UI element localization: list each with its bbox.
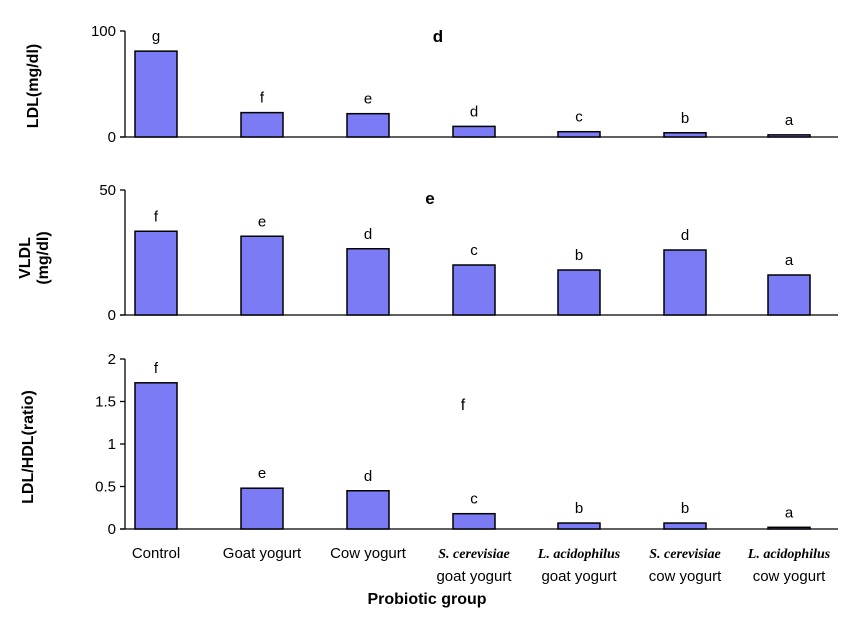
significance-letter: f [260, 90, 265, 107]
bar-7 [767, 526, 811, 530]
category-label-2: Goat yogurt [223, 545, 302, 562]
bar-1 [134, 50, 178, 138]
bar-7 [767, 134, 811, 138]
significance-letter: b [681, 500, 689, 517]
bar-6 [663, 132, 707, 138]
significance-letter: d [364, 468, 372, 485]
y-tick-label: 0 [108, 307, 116, 324]
significance-letter: a [785, 112, 794, 129]
bar-3 [346, 112, 390, 138]
y-tick-label: 2 [108, 351, 116, 368]
bar-5 [557, 522, 601, 530]
y-axis-label: LDL(mg/dl) [25, 44, 42, 128]
significance-letter: d [681, 227, 689, 244]
bar-2 [240, 487, 284, 530]
panel-label: e [425, 189, 434, 208]
y-tick-label: 50 [99, 182, 116, 199]
y-tick-label: 1.5 [95, 394, 116, 411]
bar-1 [134, 382, 178, 530]
bar-7 [767, 274, 811, 316]
bar-5 [557, 130, 601, 138]
category-label-7-line2: cow yogurt [753, 568, 826, 585]
significance-letter: e [258, 465, 266, 482]
significance-letter: e [258, 213, 266, 230]
x-axis-category-labels: Control Goat yogurt Cow yogurt S. cerevisia… [132, 545, 831, 585]
significance-letter: c [470, 491, 478, 508]
category-label-1: Control [132, 545, 180, 562]
significance-letter: b [681, 110, 689, 127]
chart-panel-e: 50 0 VLDL(mg/dl) e f e d c b d a [17, 182, 838, 324]
category-label-6-line2: cow yogurt [649, 568, 722, 585]
significance-letter: f [154, 360, 159, 377]
chart-panels: 100 0 LDL(mg/dl) d g f e d c b a 50 0 VLDL(mg/dl) e f e d… [17, 23, 838, 538]
bar-6 [663, 249, 707, 316]
significance-letter: f [154, 208, 159, 225]
significance-letter: d [470, 103, 478, 120]
significance-letter: a [785, 504, 794, 521]
bar-3 [346, 248, 390, 316]
bar-4 [452, 512, 496, 530]
y-tick-label: 0 [108, 129, 116, 146]
y-tick-label: 100 [91, 23, 116, 40]
significance-letter: b [575, 500, 583, 517]
bar-6 [663, 522, 707, 530]
significance-letter: a [785, 252, 794, 269]
bar-4 [452, 264, 496, 316]
category-label-5: L. acidophilus [537, 547, 621, 562]
y-tick-label: 0.5 [95, 479, 116, 496]
x-axis-title: Probiotic group [367, 591, 486, 608]
panel-label: f [461, 397, 466, 414]
significance-letter: c [575, 109, 583, 126]
chart-panel-f: 2 1.5 1 0.5 0 LDL/HDL(ratio) f f e d c b b a [20, 351, 838, 538]
category-label-6: S. cerevisiae [649, 547, 721, 562]
significance-letter: c [470, 242, 478, 259]
significance-letter: b [575, 247, 583, 264]
bar-1 [134, 230, 178, 316]
significance-letter: g [152, 28, 160, 45]
y-tick-label: 1 [108, 436, 116, 453]
category-label-4-line2: goat yogurt [436, 568, 512, 585]
y-tick-label: 0 [108, 521, 116, 538]
category-label-5-line2: goat yogurt [541, 568, 617, 585]
significance-letter: d [364, 226, 372, 243]
panel-label: d [433, 27, 443, 46]
category-label-4: S. cerevisiae [438, 547, 510, 562]
significance-letter: e [364, 91, 372, 108]
bar-2 [240, 235, 284, 316]
category-label-7: L. acidophilus [747, 547, 831, 562]
category-label-3: Cow yogurt [330, 545, 407, 562]
bar-5 [557, 269, 601, 316]
y-axis-label: LDL/HDL(ratio) [20, 390, 37, 504]
y-axis-label: VLDL(mg/dl) [17, 231, 52, 284]
chart-panel-d: 100 0 LDL(mg/dl) d g f e d c b a [25, 23, 838, 146]
bar-3 [346, 490, 390, 530]
bar-2 [240, 111, 284, 138]
bar-4 [452, 125, 496, 138]
